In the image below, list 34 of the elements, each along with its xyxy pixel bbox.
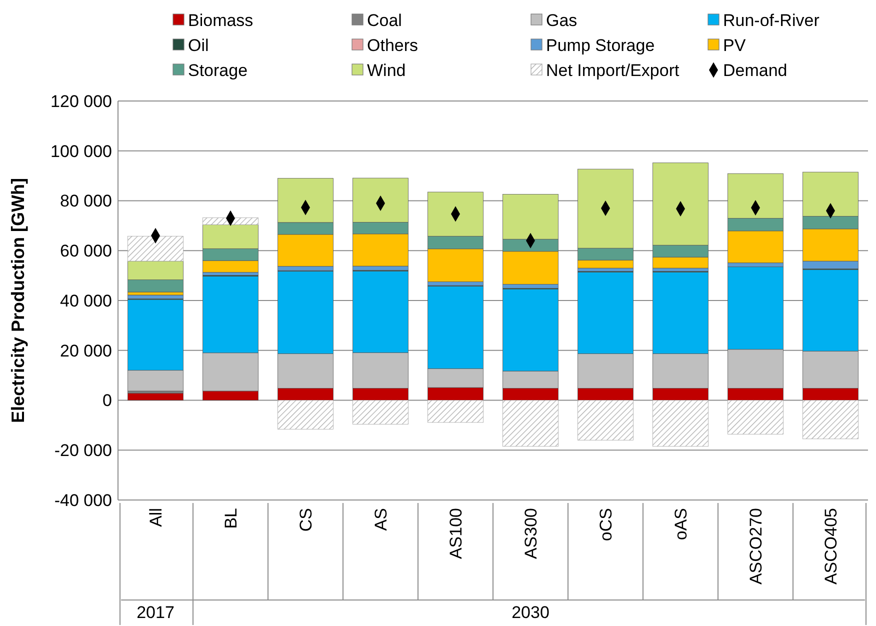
x-tick-label: AS	[371, 508, 390, 531]
y-tick-label: 20 000	[60, 341, 112, 360]
x-tick-label: BL	[221, 508, 240, 529]
legend-label: Biomass	[188, 10, 254, 30]
x-tick-label: AS300	[521, 508, 540, 560]
x-tick-label: oCS	[596, 508, 616, 542]
y-tick-label: 0	[102, 391, 112, 410]
legend-label: Wind	[367, 60, 406, 80]
x-tick-label: AS100	[446, 508, 466, 560]
legend-label: Net Import/Export	[546, 60, 680, 80]
y-tick-label: -20 000	[54, 441, 112, 460]
y-axis-title: Electricity Production [GWh]	[8, 178, 28, 424]
y-tick-label: 80 000	[60, 192, 112, 211]
legend-label: PV	[723, 36, 746, 55]
text: 2030	[512, 603, 550, 622]
legend-label: Pump Storage	[546, 36, 655, 55]
legend-label: Coal	[367, 10, 402, 30]
y-tick-label: -40 000	[54, 490, 112, 510]
legend-label: Run-of-River	[723, 10, 820, 30]
legend-label: Oil	[188, 36, 209, 55]
y-tick-label: 60 000	[60, 242, 112, 261]
x-tick-label: ASCO270	[746, 508, 766, 585]
text: 2017	[136, 603, 174, 622]
x-tick-label: All	[146, 508, 166, 527]
y-tick-label: 100 000	[50, 142, 112, 161]
legend-label: Demand	[723, 60, 788, 80]
y-tick-label: 120 000	[50, 92, 112, 111]
y-tick-label: 40 000	[60, 291, 112, 310]
x-tick-label: ASCO405	[821, 508, 840, 585]
x-tick-label: oAS	[671, 508, 690, 540]
legend-label: Storage	[188, 60, 248, 80]
legend-label: Gas	[546, 10, 578, 30]
legend-label: Others	[367, 36, 418, 55]
x-tick-label: CS	[296, 508, 316, 532]
